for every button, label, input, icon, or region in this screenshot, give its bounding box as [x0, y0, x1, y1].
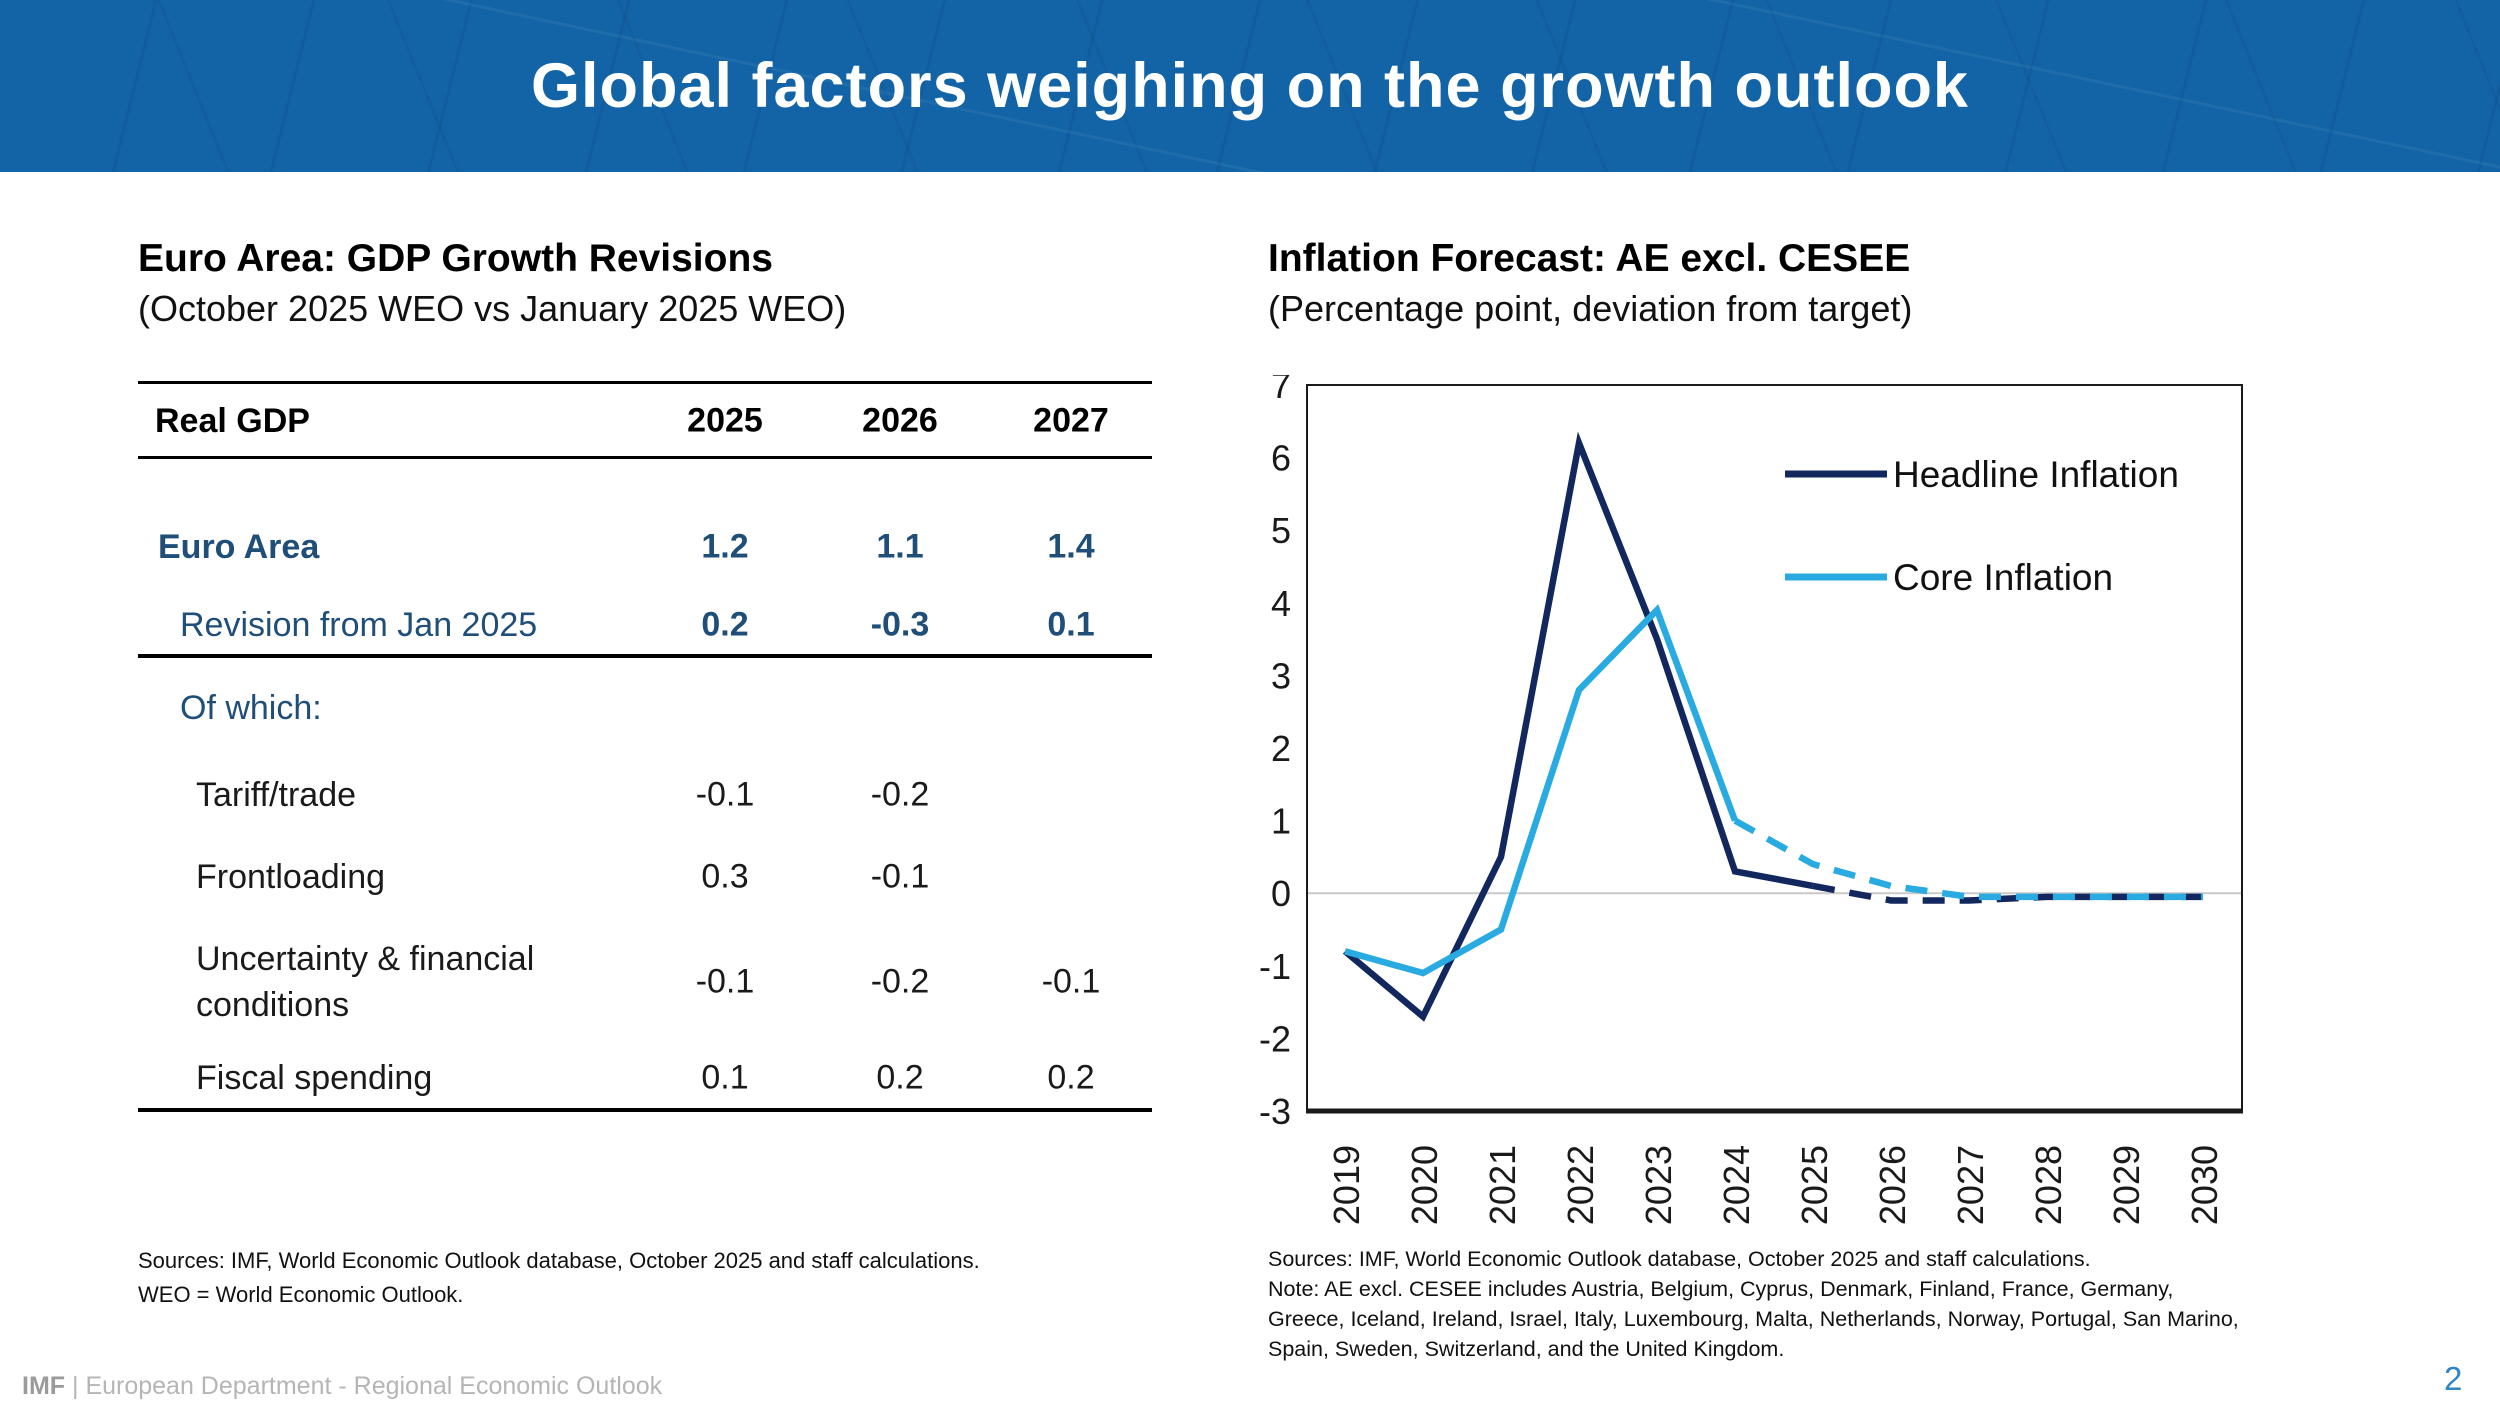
y-axis-tick-label: -2: [1259, 1018, 1291, 1059]
row-label: Tariff/trade: [196, 775, 357, 814]
right-footnote: Sources: IMF, World Economic Outlook dat…: [1268, 1244, 2268, 1364]
x-axis-tick-label: 2029: [2106, 1145, 2147, 1225]
table-header-row: Real GDP 2025 2026 2027: [138, 396, 1153, 446]
table-header-year: 2027: [1033, 401, 1109, 440]
footnote-line: Note: AE excl. CESEE includes Austria, B…: [1268, 1277, 2174, 1301]
inflation-chart: 7 6 5 4 3 2 1 0 -1 -2 -3 2019 2020 2021 2022 2023 2024 20…: [1230, 365, 2260, 1230]
y-axis-tick-label: 5: [1271, 510, 1291, 551]
left-footnote: Sources: IMF, World Economic Outlook dat…: [138, 1244, 1118, 1312]
row-value: 0.1: [1047, 605, 1095, 644]
footnote-line: WEO = World Economic Outlook.: [138, 1282, 464, 1307]
y-axis-tick-label: -3: [1259, 1091, 1291, 1132]
row-label: Revision from Jan 2025: [180, 605, 538, 644]
left-panel-title: Euro Area: GDP Growth Revisions: [138, 237, 773, 280]
x-axis-tick-label: 2022: [1560, 1145, 1601, 1225]
slide-title: Global factors weighing on the growth ou…: [531, 51, 1969, 121]
gdp-revisions-table: Real GDP 2025 2026 2027 Euro Area 1.2 1.…: [138, 375, 1153, 1125]
footer: IMF | European Department - Regional Eco…: [22, 1372, 662, 1401]
row-value: 0.2: [876, 1058, 924, 1097]
core-inflation-line-dashed: [1733, 817, 2203, 901]
row-value: 0.2: [1047, 1058, 1095, 1097]
x-axis-tick-label: 2021: [1482, 1145, 1523, 1225]
y-axis-tick-label: 6: [1271, 438, 1291, 479]
inflation-chart-svg: 7 6 5 4 3 2 1 0 -1 -2 -3 2019 2020 2021 2022 2023 2024 20…: [1259, 365, 2243, 1225]
left-panel-heading: Euro Area: GDP Growth Revisions (October…: [138, 236, 1138, 332]
row-label: Frontloading: [196, 857, 386, 896]
table-rule-mid: [138, 654, 1152, 658]
row-value: 0.1: [701, 1058, 749, 1097]
headline-inflation-line-dashed: [1812, 882, 2203, 904]
legend-label: Headline Inflation: [1893, 454, 2179, 495]
table-header-year: 2025: [687, 401, 763, 440]
y-axis-tick-label: -1: [1259, 946, 1291, 987]
y-axis-tick-label: 1: [1271, 801, 1291, 842]
row-value: 0.3: [701, 857, 749, 896]
row-value: -0.2: [870, 775, 930, 814]
y-axis-tick-label: 7: [1271, 375, 1291, 406]
x-axis-tick-label: 2028: [2028, 1145, 2069, 1225]
row-value: 1.4: [1047, 527, 1095, 566]
y-axis-tick-label: 0: [1271, 873, 1291, 914]
table-row: Tariff/trade -0.1 -0.2: [138, 770, 1153, 820]
x-axis-tick-label: 2024: [1716, 1145, 1757, 1225]
x-axis-tick-label: 2025: [1794, 1145, 1835, 1225]
table-row: Revision from Jan 2025 0.2 -0.3 0.1: [138, 600, 1153, 650]
row-value: -0.1: [695, 962, 755, 1001]
left-panel-subtitle: (October 2025 WEO vs January 2025 WEO): [138, 288, 847, 329]
row-label: Of which:: [180, 688, 322, 727]
page-number: 2: [2444, 1360, 2463, 1397]
table-row: Frontloading 0.3 -0.1: [138, 852, 1153, 902]
footnote-line: Sources: IMF, World Economic Outlook dat…: [1268, 1247, 2091, 1271]
footer-text: | European Department - Regional Economi…: [72, 1372, 663, 1400]
x-axis-tick-label: 2019: [1326, 1145, 1367, 1225]
x-axis-tick-label: 2027: [1950, 1145, 1991, 1225]
table-rule-bottom: [138, 1108, 1152, 1112]
row-value: 1.1: [876, 527, 924, 566]
row-label: Euro Area: [158, 527, 320, 566]
footnote-line: Sources: IMF, World Economic Outlook dat…: [138, 1248, 980, 1273]
footnote-line: Spain, Sweden, Switzerland, and the Unit…: [1268, 1337, 1785, 1361]
row-value: -0.1: [870, 857, 930, 896]
right-panel-subtitle: (Percentage point, deviation from target…: [1268, 288, 1913, 329]
core-inflation-line-solid: [1344, 604, 1739, 977]
right-panel-title: Inflation Forecast: AE excl. CESEE: [1268, 237, 1911, 280]
table-rule-header: [138, 456, 1152, 459]
x-axis-tick-label: 2026: [1872, 1145, 1913, 1225]
row-label: Fiscal spending: [196, 1058, 433, 1097]
y-axis-tick-label: 4: [1271, 583, 1291, 624]
row-value: 0.2: [701, 605, 749, 644]
headline-inflation-line-solid: [1342, 431, 1814, 1022]
row-value: -0.1: [695, 775, 755, 814]
x-axis-tick-label: 2023: [1638, 1145, 1679, 1225]
row-value: -0.2: [870, 962, 930, 1001]
table-row: Of which:: [138, 683, 1153, 733]
table-row: Uncertainty & financial conditions -0.1 …: [138, 934, 1153, 1030]
table-header-label: Real GDP: [155, 401, 310, 440]
header-banner: Global factors weighing on the growth ou…: [0, 0, 2500, 172]
table-header-year: 2026: [862, 401, 938, 440]
y-axis-tick-label: 3: [1271, 655, 1291, 696]
legend-label: Core Inflation: [1893, 557, 2113, 598]
table-row: Euro Area 1.2 1.1 1.4: [138, 522, 1153, 572]
x-axis-tick-label: 2020: [1404, 1145, 1445, 1225]
footnote-line: Greece, Iceland, Ireland, Israel, Italy,…: [1268, 1307, 2239, 1331]
row-label: Uncertainty & financial conditions: [196, 940, 535, 1024]
x-axis-tick-label: 2030: [2184, 1145, 2225, 1225]
row-value: 1.2: [701, 527, 749, 566]
imf-logo-text: IMF: [22, 1372, 66, 1400]
row-value: -0.3: [870, 605, 930, 644]
table-row: Fiscal spending 0.1 0.2 0.2: [138, 1053, 1153, 1103]
right-panel-heading: Inflation Forecast: AE excl. CESEE (Perc…: [1268, 236, 2268, 332]
row-value: -0.1: [1041, 962, 1101, 1001]
table-rule-top: [138, 381, 1152, 384]
y-axis-tick-label: 2: [1271, 728, 1291, 769]
